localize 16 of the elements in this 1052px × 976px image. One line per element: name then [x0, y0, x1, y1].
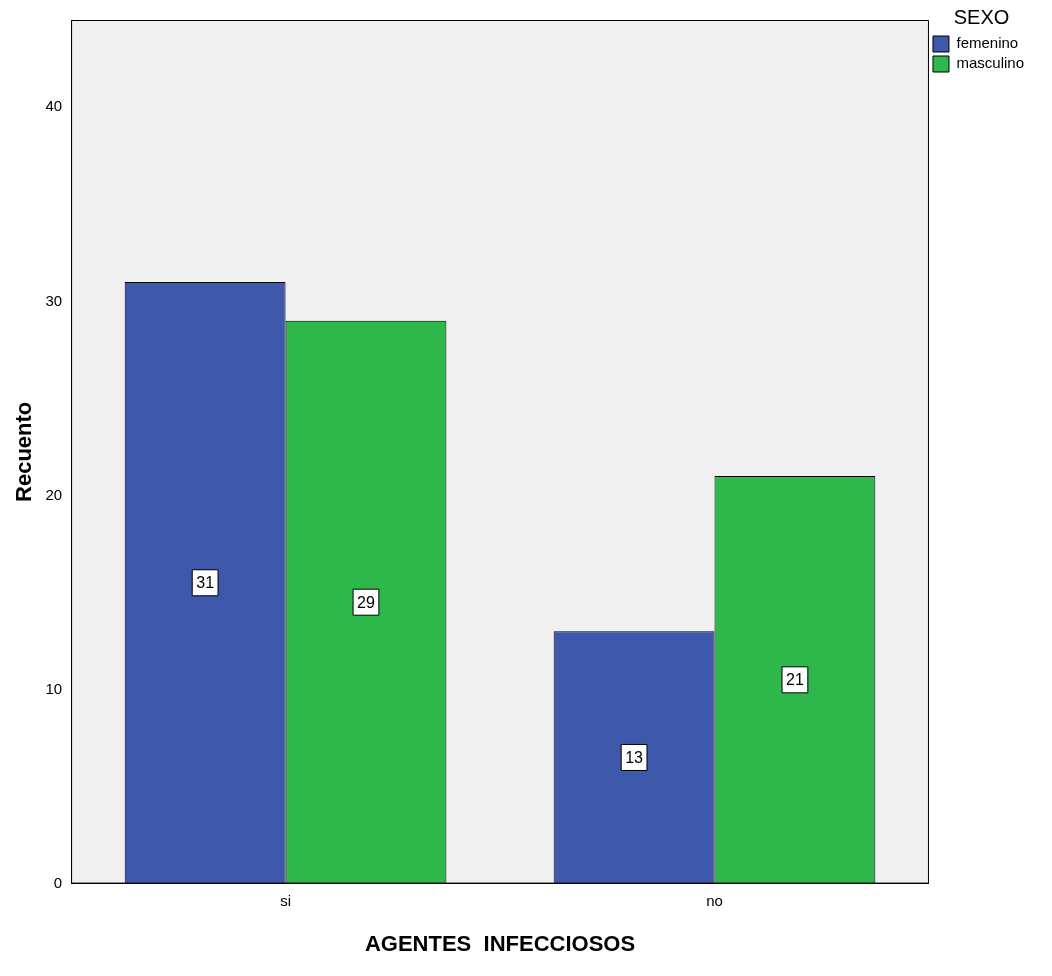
x-axis-title: AGENTES INFECCIOSOS: [364, 930, 636, 956]
data-label: 29: [357, 593, 375, 611]
data-label: 13: [625, 748, 644, 766]
legend-label: femenino: [956, 34, 1019, 52]
y-axis-title: Recuento: [11, 401, 37, 502]
data-label: 31: [196, 574, 215, 592]
legend-label: masculino: [956, 54, 1024, 72]
legend-title: SEXO: [953, 5, 1010, 28]
y-tick-label: 0: [53, 873, 63, 891]
x-tick-label: no: [706, 891, 723, 909]
y-tick-label: 30: [45, 291, 63, 309]
y-tick-label: 10: [45, 679, 63, 697]
y-tick-label: 20: [45, 485, 63, 503]
x-tick-label: si: [280, 891, 291, 909]
data-label: 21: [786, 671, 804, 689]
y-tick-label: 40: [45, 97, 63, 115]
